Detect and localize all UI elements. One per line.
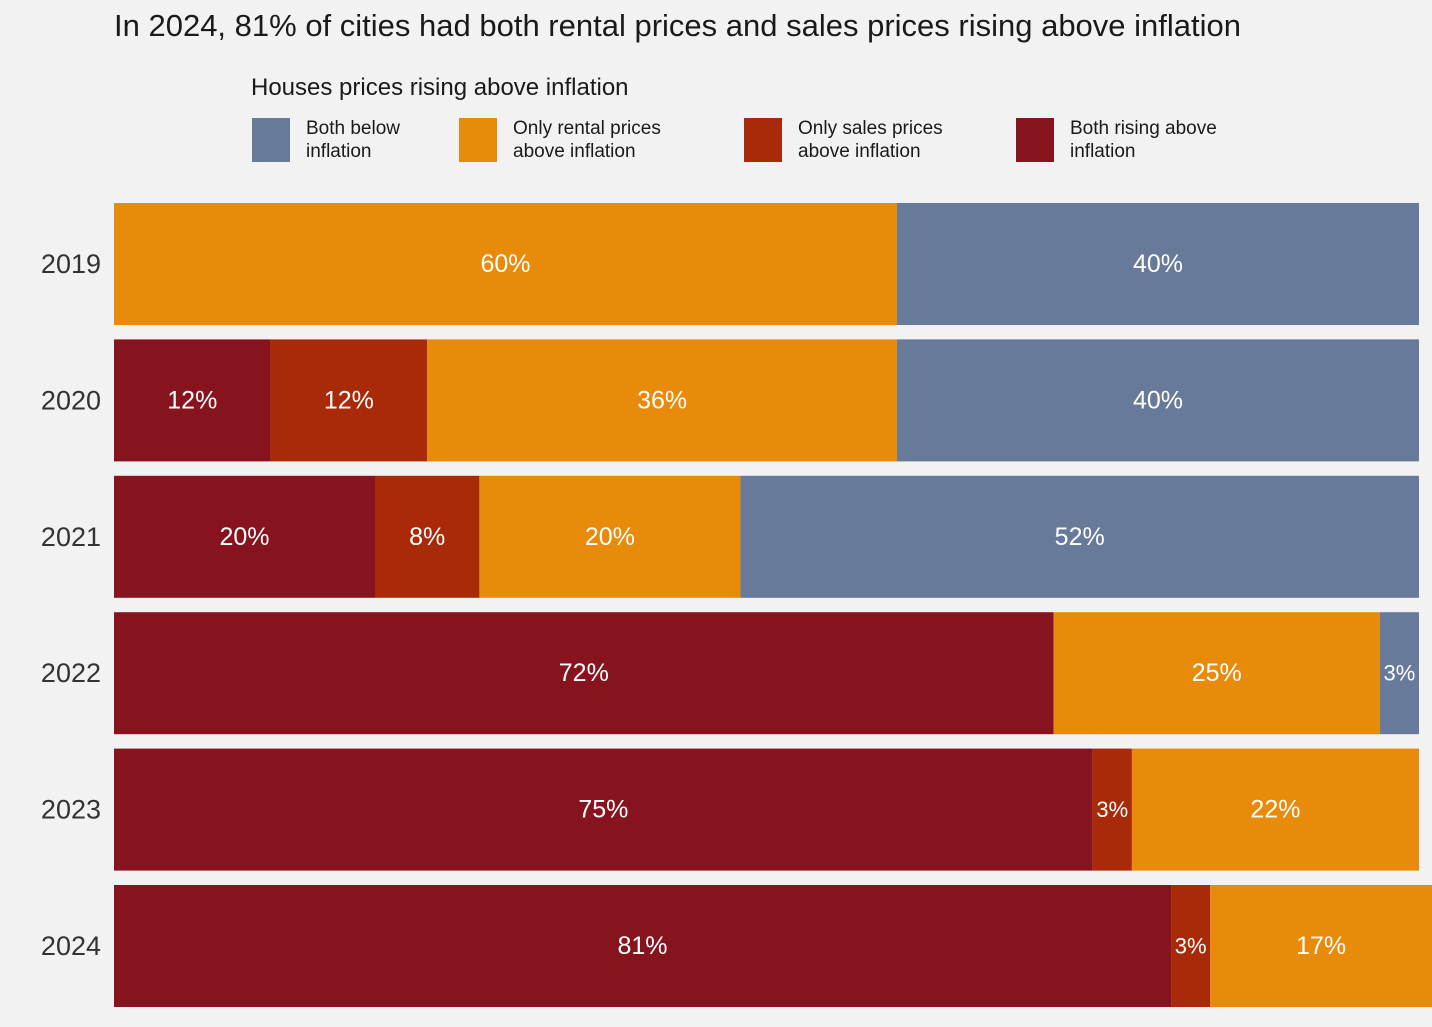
bar-segment: [479, 475, 741, 598]
data-label: 17%: [1296, 932, 1346, 960]
data-label: 75%: [578, 796, 628, 824]
bar-segment: [114, 612, 1054, 735]
y-tick-label: 2020: [41, 385, 101, 415]
bar-segment: [740, 475, 1419, 598]
bar-segment: [114, 203, 897, 325]
y-tick-label: 2022: [41, 658, 101, 688]
data-label: 12%: [324, 386, 374, 414]
legend-swatch-both-rising: [1016, 118, 1054, 162]
data-label: 36%: [637, 386, 687, 414]
bar-segment: [427, 339, 897, 462]
legend-label-only-sales: Only sales prices above inflation: [798, 118, 943, 162]
data-label: 20%: [219, 523, 269, 551]
data-label: 22%: [1250, 796, 1300, 824]
bar-segment: [1092, 748, 1132, 871]
data-label: 8%: [409, 523, 445, 551]
bar-segment: [1171, 885, 1211, 1007]
data-label: 60%: [480, 250, 530, 278]
y-tick-label: 2024: [41, 931, 101, 961]
data-label: 25%: [1192, 659, 1242, 687]
bar-segment: [114, 339, 271, 462]
bar-segment: [114, 475, 375, 598]
data-label: 72%: [559, 659, 609, 687]
legend-label-only-rental: Only rental prices above inflation: [513, 118, 661, 162]
data-label: 3%: [1096, 797, 1128, 822]
bar-segment: [897, 203, 1419, 325]
data-label: 3%: [1175, 934, 1207, 959]
y-tick-label: 2021: [41, 522, 101, 552]
legend-swatch-both-below: [252, 118, 290, 162]
legend-swatch-only-rental: [459, 118, 497, 162]
bar-segment: [1053, 612, 1380, 735]
bar-segment: [1131, 748, 1419, 871]
bar-segment: [1210, 885, 1432, 1007]
data-label: 52%: [1055, 523, 1105, 551]
bar-segment: [1379, 612, 1419, 735]
data-label: 40%: [1133, 250, 1183, 278]
legend-label-both-below: Both below inflation: [306, 118, 401, 162]
legend-title: Houses prices rising above inflation: [251, 74, 629, 101]
bar-segment: [375, 475, 480, 598]
y-tick-label: 2019: [41, 249, 101, 279]
data-label: 3%: [1384, 661, 1416, 686]
data-label: 20%: [585, 523, 635, 551]
data-label: 40%: [1133, 386, 1183, 414]
bar-segment: [114, 748, 1093, 871]
bar-segment: [114, 885, 1172, 1007]
data-label: 81%: [618, 932, 668, 960]
bar-segment: [897, 339, 1419, 462]
y-tick-label: 2023: [41, 795, 101, 825]
chart-title: In 2024, 81% of cities had both rental p…: [114, 8, 1242, 43]
legend-swatch-only-sales: [744, 118, 782, 162]
legend-label-both-rising: Both rising above inflation: [1070, 118, 1217, 162]
data-label: 12%: [167, 386, 217, 414]
bar-segment: [270, 339, 428, 462]
